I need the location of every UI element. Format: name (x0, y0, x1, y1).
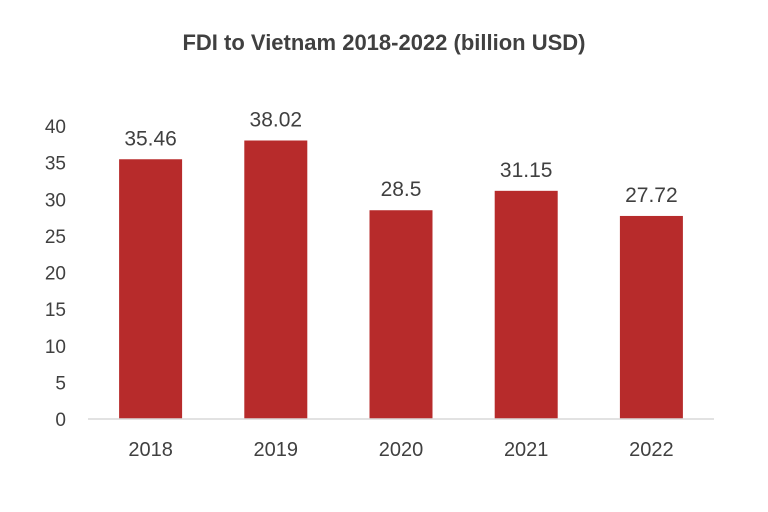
data-label-2020: 28.5 (381, 178, 422, 201)
data-label-2021: 31.15 (500, 159, 553, 182)
x-tick-label-2018: 2018 (128, 439, 173, 461)
data-label-2018: 35.46 (124, 127, 177, 150)
y-tick-label-8: 40 (45, 117, 66, 138)
bar-2020 (369, 210, 433, 419)
x-tick-label-2022: 2022 (629, 439, 674, 461)
data-label-2019: 38.02 (250, 109, 303, 132)
chart-title: FDI to Vietnam 2018-2022 (billion USD) (182, 30, 586, 55)
y-tick-label-7: 35 (45, 154, 66, 175)
y-tick-label-4: 20 (45, 264, 66, 285)
y-tick-label-3: 15 (45, 300, 66, 321)
y-tick-label-1: 5 (55, 373, 66, 394)
y-tick-label-2: 10 (45, 337, 66, 358)
bar-2022 (619, 215, 683, 419)
data-label-2022: 27.72 (625, 184, 678, 207)
x-tick-label-2020: 2020 (379, 439, 424, 461)
y-tick-label-6: 30 (45, 190, 66, 211)
bar-2018 (119, 159, 183, 419)
x-tick-label-2019: 2019 (254, 439, 299, 461)
bar-2019 (244, 140, 308, 420)
y-tick-label-0: 0 (55, 410, 66, 431)
y-tick-label-5: 25 (45, 227, 66, 248)
bar-2021 (494, 190, 558, 419)
x-tick-label-2021: 2021 (504, 439, 549, 461)
